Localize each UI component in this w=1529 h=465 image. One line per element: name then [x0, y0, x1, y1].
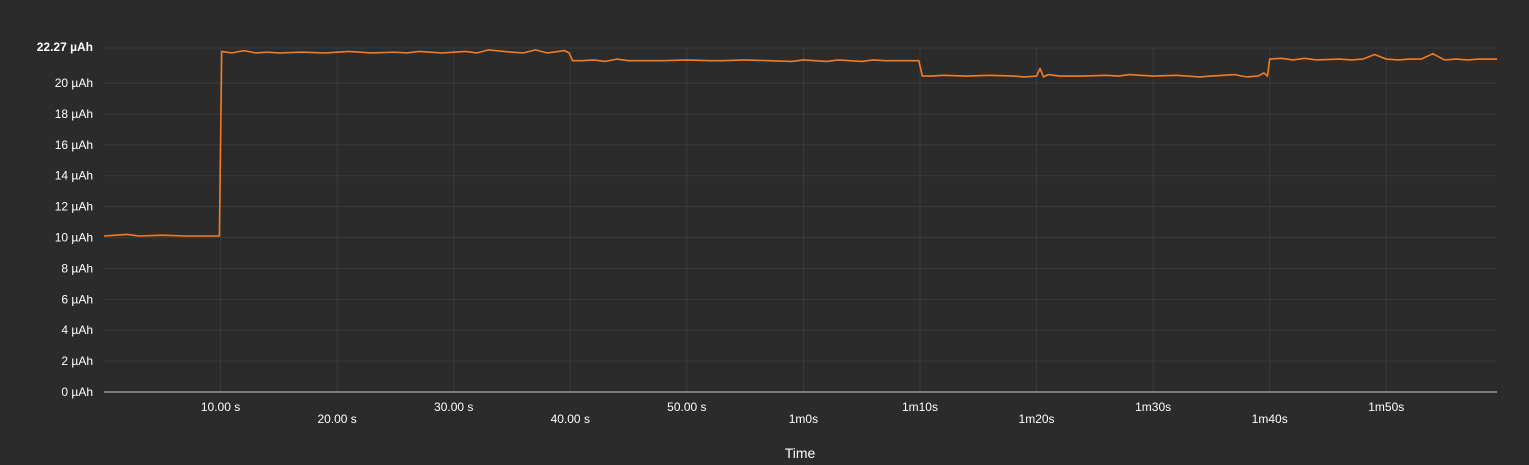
- y-tick-label: 2 µAh: [61, 354, 93, 368]
- x-tick-label: 1m50s: [1368, 400, 1404, 414]
- y-tick-label: 12 µAh: [55, 200, 93, 214]
- y-axis-tick-labels: 0 µAh 2 µAh 4 µAh 6 µAh 8 µAh 10 µAh 12 µAh 14 …: [37, 40, 93, 399]
- x-axis-tick-labels: 10.00 s 20.00 s 30.00 s 40.00 s 50.00 s 1m0s 1…: [201, 400, 1404, 426]
- x-tick-label: 1m10s: [902, 400, 938, 414]
- x-tick-label: 30.00 s: [434, 400, 473, 414]
- series-line: [103, 49, 1497, 237]
- x-tick-label: 50.00 s: [667, 400, 706, 414]
- y-tick-label: 20 µAh: [55, 76, 93, 90]
- chart-grid: [104, 47, 1497, 392]
- y-tick-label: 4 µAh: [61, 323, 93, 337]
- y-max-label: 22.27 µAh: [37, 40, 93, 54]
- y-tick-label: 14 µAh: [55, 169, 93, 183]
- x-tick-label: 40.00 s: [551, 412, 590, 426]
- x-axis-title: Time: [785, 445, 816, 461]
- chart-series: [103, 49, 1497, 237]
- y-tick-label: 0 µAh: [61, 385, 93, 399]
- x-tick-label: 10.00 s: [201, 400, 240, 414]
- y-tick-label: 8 µAh: [61, 261, 93, 275]
- y-tick-label: 10 µAh: [55, 231, 93, 245]
- x-tick-label: 1m40s: [1252, 412, 1288, 426]
- y-tick-label: 18 µAh: [55, 107, 93, 121]
- y-tick-label: 16 µAh: [55, 138, 93, 152]
- x-tick-label: 1m0s: [789, 412, 818, 426]
- x-tick-label: 1m30s: [1135, 400, 1171, 414]
- x-tick-label: 1m20s: [1019, 412, 1055, 426]
- y-tick-label: 6 µAh: [61, 292, 93, 306]
- x-tick-label: 20.00 s: [317, 412, 356, 426]
